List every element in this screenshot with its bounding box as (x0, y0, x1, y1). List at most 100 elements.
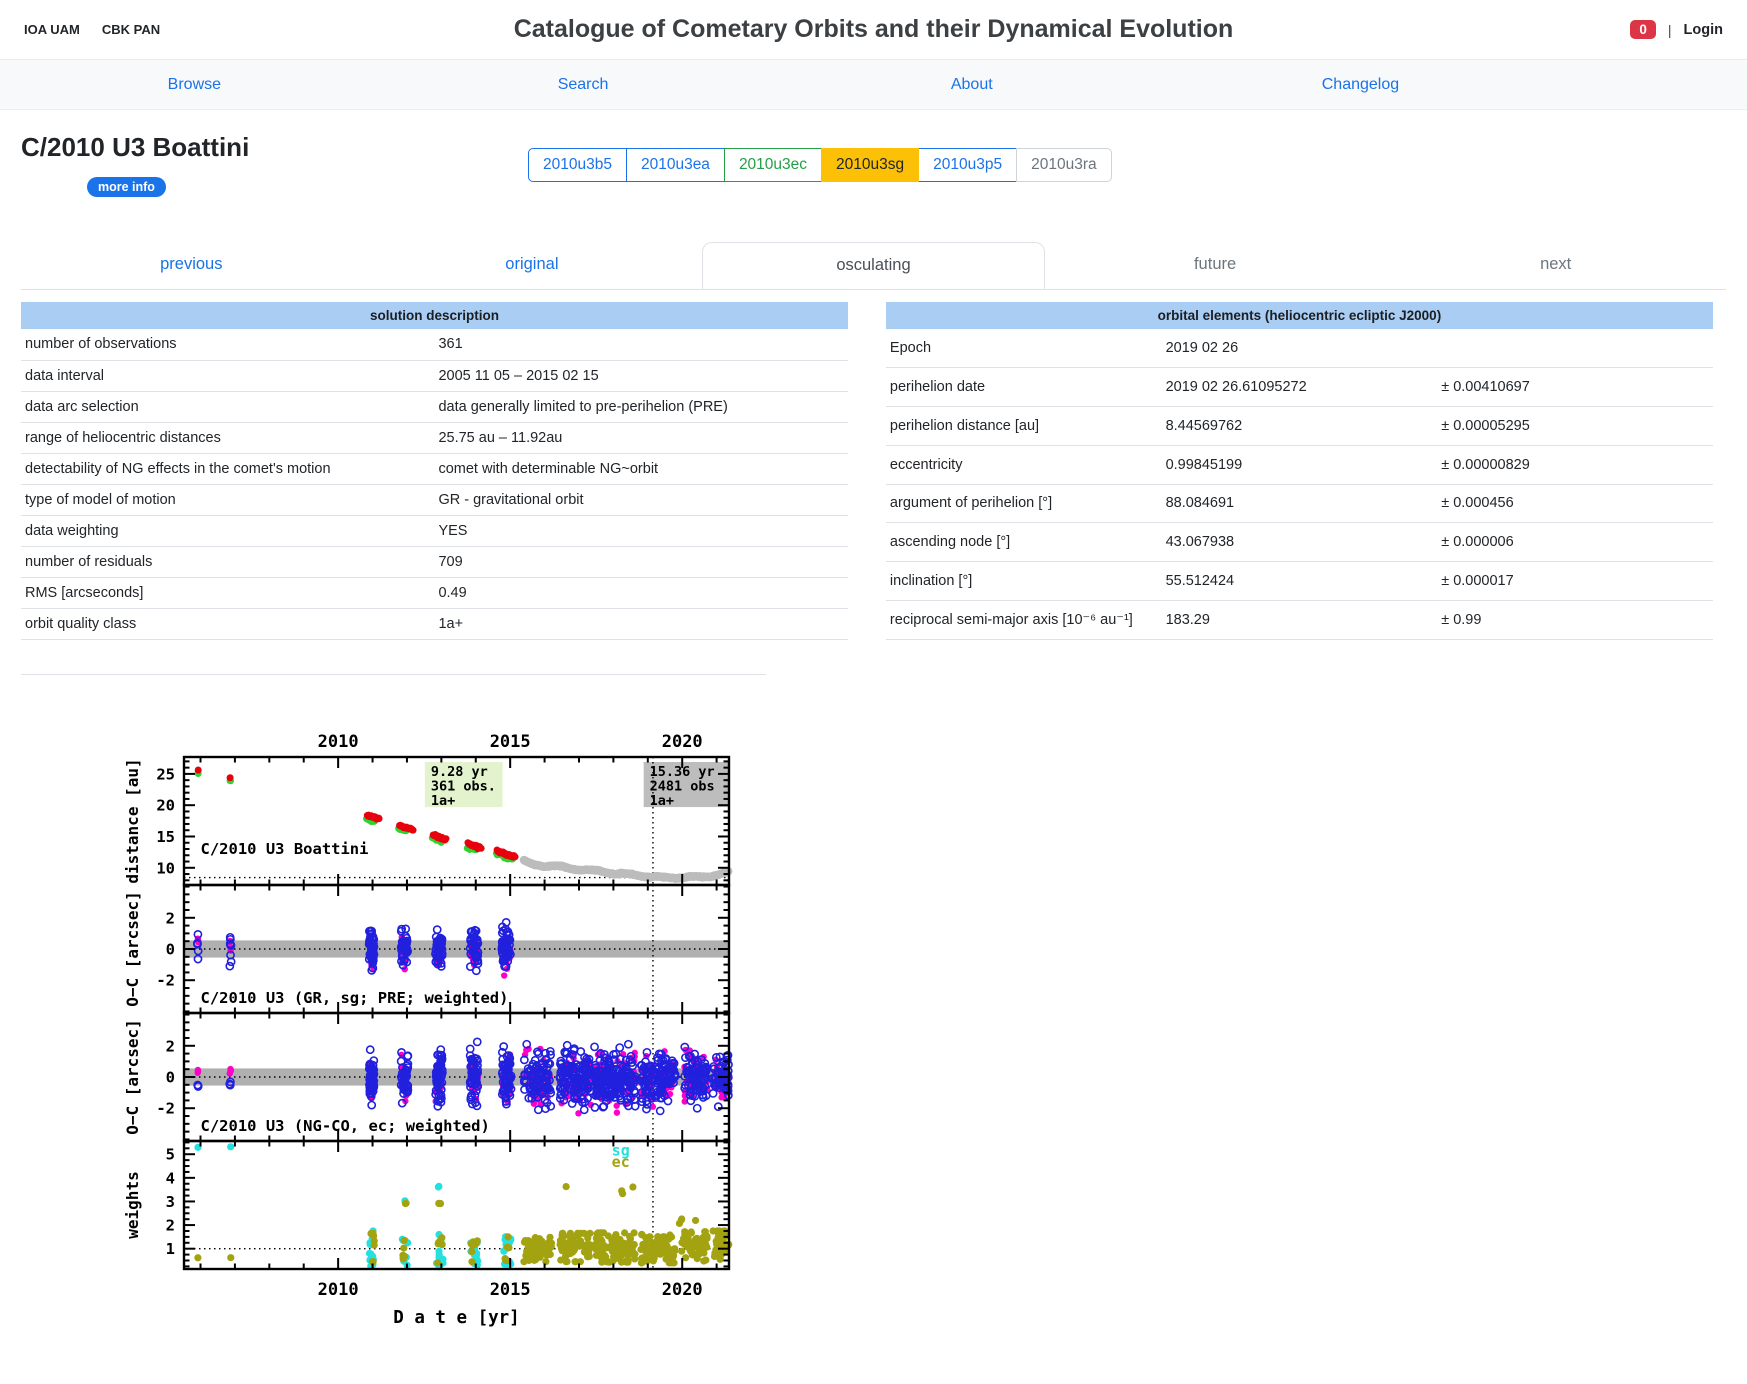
row-label: type of model of motion (21, 484, 435, 516)
tab-future[interactable]: future (1193, 255, 1237, 273)
table-row: ascending node [°] 43.067938 ± 0.000006 (885, 522, 1713, 562)
row-error: ± 0.00410697 (1437, 367, 1713, 407)
table-row: type of model of motion GR - gravitationa… (21, 484, 848, 516)
table-row: inclination [°] 55.512424 ± 0.000017 (885, 561, 1713, 601)
solution-button-2010u3p5[interactable]: 2010u3p5 (918, 148, 1018, 182)
svg-text:weights: weights (123, 1171, 142, 1238)
svg-text:15: 15 (156, 827, 175, 845)
table-row: data interval 2005 11 05 – 2015 02 15 (21, 360, 848, 392)
nav-link-changelog[interactable]: Changelog (1321, 75, 1400, 93)
row-value: 1a+ (434, 608, 848, 640)
panel-oc-gr: C/2010 U3 (GR, sg; PRE; weighted) -2 0 2 O−C… (123, 883, 731, 1014)
solution-button-2010u3ra[interactable]: 2010u3ra (1016, 148, 1112, 182)
row-error: ± 0.000017 (1437, 561, 1713, 601)
svg-text:15.36 yr: 15.36 yr (650, 764, 715, 780)
row-error: ± 0.000456 (1437, 484, 1713, 524)
row-label: RMS [arcseconds] (21, 577, 435, 609)
tab-next[interactable]: next (1540, 255, 1572, 273)
table-row: perihelion distance [au] 8.44569762 ± 0.00… (885, 406, 1713, 446)
solution-description-table: solution description number of observati… (21, 302, 848, 640)
row-value: 8.44569762 (1161, 406, 1438, 446)
row-label: range of heliocentric distances (21, 422, 435, 454)
table-row: reciprocal semi-major axis [10⁻⁶ au⁻¹] 18… (885, 600, 1713, 640)
table-row: detectability of NG effects in the comet… (21, 453, 848, 485)
nav-link-browse[interactable]: Browse (167, 75, 222, 93)
tab-original[interactable]: original (505, 255, 559, 273)
row-label: ascending node [°] (885, 522, 1162, 562)
row-error (1437, 329, 1713, 369)
brand-ioa-uam[interactable]: IOA UAM (24, 22, 80, 37)
solution-button-2010u3ea[interactable]: 2010u3ea (625, 148, 725, 182)
row-label: data weighting (21, 515, 435, 547)
table-row: number of residuals 709 (21, 546, 848, 578)
svg-text:2481 obs: 2481 obs (650, 778, 715, 794)
svg-text:-2: -2 (156, 1099, 175, 1117)
row-error: ± 0.000006 (1437, 522, 1713, 562)
app-header: IOA UAM CBK PAN Catalogue of Cometary Or… (0, 0, 1747, 60)
svg-text:D a t e [yr]: D a t e [yr] (393, 1308, 519, 1328)
svg-text:1: 1 (166, 1240, 175, 1258)
brand-cbk-pan[interactable]: CBK PAN (101, 22, 161, 37)
figure-container: 9.28 yr 361 obs. 1a+ 15.36 yr 2481 obs 1a+ C/2… (114, 679, 1726, 1384)
table-row: data weighting YES (21, 515, 848, 547)
row-value: YES (434, 515, 848, 547)
tab-previous[interactable]: previous (160, 255, 223, 273)
solution-button-2010u3ec[interactable]: 2010u3ec (723, 148, 823, 182)
row-value: 2005 11 05 – 2015 02 15 (434, 360, 848, 392)
row-error: ± 0.00005295 (1437, 406, 1713, 446)
row-value: 0.99845199 (1161, 445, 1438, 485)
row-value: 361 (434, 329, 848, 361)
more-info-button[interactable]: more info (87, 177, 166, 197)
solution-button-group: 2010u3b5 2010u3ea 2010u3ec 2010u3sg 2010u3p5… (528, 148, 1112, 182)
section-divider (21, 673, 766, 675)
table-row: RMS [arcseconds] 0.49 (21, 577, 848, 609)
row-value: 55.512424 (1161, 561, 1438, 601)
row-value: 183.29 (1161, 600, 1438, 640)
svg-text:C/2010 U3 (GR, sg; PRE; weight: C/2010 U3 (GR, sg; PRE; weighted) (201, 988, 509, 1006)
row-label: number of observations (21, 329, 435, 361)
row-value: GR - gravitational orbit (434, 484, 848, 516)
row-label: perihelion distance [au] (885, 406, 1162, 446)
main-nav: Browse Search About Changelog (0, 60, 1747, 110)
solution-button-2010u3sg[interactable]: 2010u3sg (821, 148, 920, 182)
row-value: 709 (434, 546, 848, 578)
table-row: Epoch 2019 02 26 (885, 329, 1713, 369)
nav-link-search[interactable]: Search (557, 75, 609, 93)
svg-text:distance [au]: distance [au] (123, 758, 142, 883)
svg-text:ec: ec (612, 1153, 630, 1171)
svg-text:O−C [arcsec]: O−C [arcsec] (123, 1019, 142, 1135)
orbit-epoch-tabs: previous original osculating future next (21, 242, 1726, 290)
svg-text:-2: -2 (156, 971, 175, 989)
nav-link-about[interactable]: About (950, 75, 993, 93)
svg-text:sg: sg (612, 1141, 630, 1159)
svg-text:2015: 2015 (490, 732, 531, 752)
svg-text:2: 2 (166, 1037, 175, 1055)
table-row: orbit quality class 1a+ (21, 608, 848, 640)
row-value: 2019 02 26 (1161, 329, 1438, 369)
page-title-main: Catalogue of Cometary Orbits and their D… (513, 15, 1234, 43)
login-button[interactable]: Login (1683, 21, 1723, 38)
orbital-elements-table: orbital elements (heliocentric ecliptic … (885, 302, 1713, 640)
svg-text:20: 20 (156, 796, 175, 814)
solution-button-2010u3b5[interactable]: 2010u3b5 (528, 148, 627, 182)
svg-text:1a+: 1a+ (650, 793, 674, 809)
row-label: inclination [°] (885, 561, 1162, 601)
tab-osculating[interactable]: osculating (702, 242, 1045, 289)
table-row: perihelion date 2019 02 26.61095272 ± 0.00… (885, 367, 1713, 407)
svg-text:2010: 2010 (318, 1280, 359, 1300)
svg-text:10: 10 (156, 859, 175, 877)
row-label: data arc selection (21, 391, 435, 423)
svg-text:2020: 2020 (662, 1280, 703, 1300)
svg-text:2: 2 (166, 1216, 175, 1234)
svg-text:9.28 yr: 9.28 yr (431, 764, 488, 780)
svg-text:2020: 2020 (662, 732, 703, 752)
notification-badge[interactable]: 0 (1630, 20, 1656, 39)
table-row: range of heliocentric distances 25.75 au … (21, 422, 848, 454)
row-value: 2019 02 26.61095272 (1161, 367, 1438, 407)
svg-text:1a+: 1a+ (431, 793, 455, 809)
row-label: argument of perihelion [°] (885, 484, 1162, 524)
elements-table-header: orbital elements (heliocentric ecliptic … (885, 302, 1713, 329)
table-row: number of observations 361 (21, 329, 848, 361)
